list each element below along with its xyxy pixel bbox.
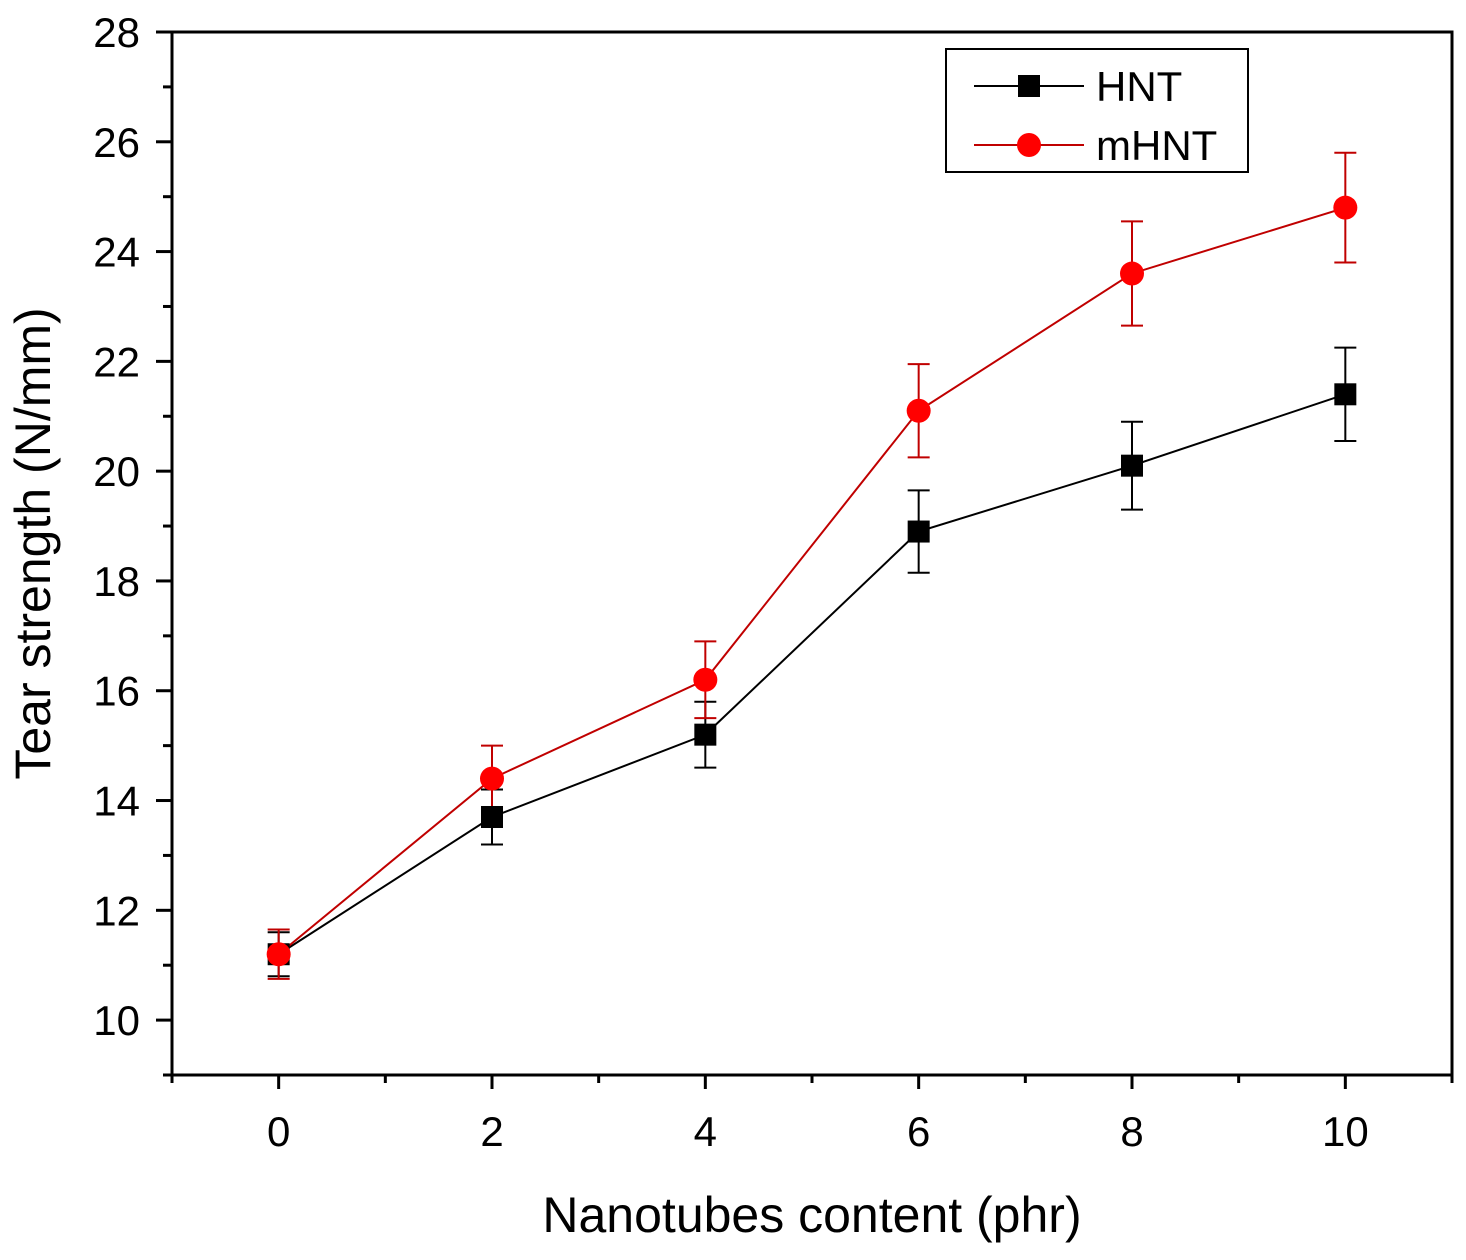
data-point-mhnt [693, 667, 718, 692]
y-axis-title: Tear strength (N/mm) [5, 307, 61, 779]
legend-marker-mhnt [1017, 133, 1041, 157]
legend-label-hnt: HNT [1096, 63, 1182, 110]
series-lines [278, 206, 1346, 956]
y-tick-label: 28 [93, 9, 140, 56]
data-point-hnt [907, 520, 930, 543]
x-tick-label: 10 [1322, 1108, 1369, 1155]
y-tick-label: 26 [93, 119, 140, 166]
data-point-mhnt [480, 766, 504, 791]
x-tick-label: 2 [480, 1108, 503, 1155]
series-markers [266, 195, 1358, 967]
data-point-hnt [1121, 454, 1143, 477]
y-tick-labels: 10 12 14 16 18 20 22 24 26 28 [93, 9, 140, 1044]
y-tick-label: 18 [93, 558, 140, 605]
data-point-mhnt [906, 398, 931, 423]
plot-frame [170, 30, 1454, 1077]
legend-label-mhnt: mHNT [1096, 122, 1217, 169]
data-point-hnt [1334, 383, 1357, 406]
x-tick-label: 4 [694, 1108, 717, 1155]
error-bars [267, 151, 1357, 980]
axis-ticks [156, 30, 1454, 1089]
y-tick-label: 10 [93, 997, 140, 1044]
x-tick-label: 0 [267, 1108, 290, 1155]
legend-marker-hnt [1018, 75, 1040, 97]
legend: HNT mHNT [945, 48, 1249, 173]
y-tick-label: 14 [93, 778, 140, 825]
x-tick-label: 6 [907, 1108, 930, 1155]
x-tick-labels: 0 2 4 6 8 10 [267, 1108, 1369, 1155]
y-tick-label: 12 [93, 887, 140, 934]
y-tick-label: 24 [93, 229, 140, 276]
series-line-hnt [278, 393, 1346, 956]
data-point-hnt [481, 805, 503, 828]
data-point-mhnt [1333, 195, 1358, 220]
x-axis-title: Nanotubes content (phr) [542, 1187, 1081, 1243]
y-tick-label: 20 [93, 448, 140, 495]
y-tick-label: 16 [93, 668, 140, 715]
legend-box [945, 48, 1249, 173]
series-line-mhnt [278, 206, 1346, 956]
data-point-hnt [694, 723, 717, 746]
y-tick-label: 22 [93, 338, 140, 385]
data-point-mhnt [1120, 261, 1144, 286]
data-point-mhnt [266, 942, 291, 967]
x-tick-label: 8 [1120, 1108, 1143, 1155]
